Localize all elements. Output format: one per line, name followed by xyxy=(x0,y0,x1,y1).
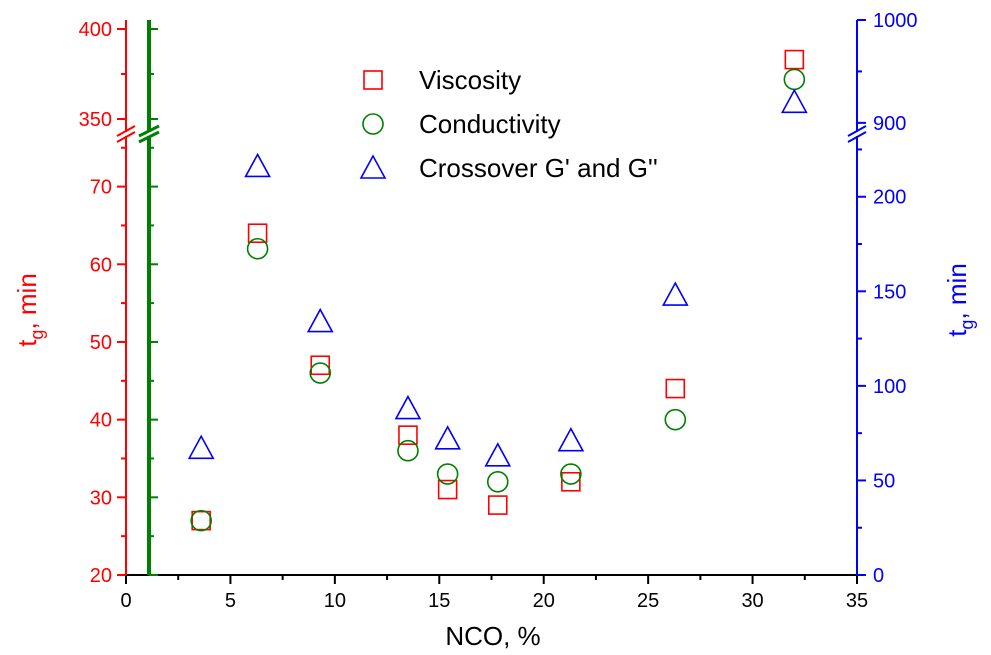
legend-circle-symbol xyxy=(362,113,384,135)
x-tick-label: 25 xyxy=(637,590,659,612)
legend-triangle-symbol xyxy=(359,154,387,179)
tick-labels: 0 5 10 15 20 25 30 35 20 30 40 50 60 70 350 400 0 50 100 15… xyxy=(79,10,918,612)
y-right-break-mark xyxy=(847,125,867,137)
y-left-title-main: t xyxy=(12,339,42,347)
circle-data-point xyxy=(397,439,419,462)
square-data-point xyxy=(398,425,418,445)
y-right-tick-label: 200 xyxy=(873,187,906,209)
circle-data-point xyxy=(246,237,269,260)
data-markers xyxy=(187,49,808,532)
y-right-tick-label: 150 xyxy=(873,281,906,303)
legend-label: Conductivity xyxy=(419,109,561,139)
y-left-tick-label: 400 xyxy=(79,19,112,41)
y-right-tick-label: 0 xyxy=(873,565,884,587)
tick-marks xyxy=(117,19,866,584)
x-tick-label: 10 xyxy=(324,590,346,612)
x-tick-label: 15 xyxy=(428,590,450,612)
y-right-title-tail: , min xyxy=(942,263,972,319)
circle-data-point xyxy=(664,408,687,431)
y-right-tick-label: 1000 xyxy=(873,10,918,32)
triangle-data-point xyxy=(484,442,512,467)
y-left-axis-title: tg, min xyxy=(12,273,47,347)
x-tick-label: 30 xyxy=(741,590,763,612)
y-left-break-mark xyxy=(116,131,136,143)
triangle-data-point xyxy=(661,281,689,306)
y-left-tick-label: 50 xyxy=(90,332,112,354)
axes xyxy=(116,20,867,576)
triangle-data-point xyxy=(434,425,461,450)
legend: Viscosity Conductivity Crossover G' and G'… xyxy=(359,65,658,183)
y-left-tick-label: 350 xyxy=(79,109,112,131)
square-data-point xyxy=(784,49,805,70)
circle-data-point xyxy=(783,68,806,91)
circle-data-point xyxy=(309,362,332,384)
square-data-point xyxy=(247,223,268,244)
y-left-tick-label: 40 xyxy=(90,410,112,432)
circle-data-point xyxy=(436,463,459,485)
x-axis-title: NCO, % xyxy=(445,621,540,651)
green-break-mark xyxy=(138,130,160,144)
y-right-tick-label: 100 xyxy=(873,376,906,398)
y-right-tick-label: 900 xyxy=(873,113,906,135)
y-left-break-mark xyxy=(116,125,136,137)
legend-label: Crossover G' and G'' xyxy=(419,153,658,183)
square-data-point xyxy=(665,378,686,399)
y-left-tick-label: 20 xyxy=(90,565,112,587)
x-tick-label: 20 xyxy=(533,590,555,612)
legend-square-symbol xyxy=(363,70,383,90)
square-data-point xyxy=(437,479,458,500)
y-left-tick-label: 70 xyxy=(90,177,112,199)
x-tick-label: 5 xyxy=(225,590,236,612)
triangle-data-point xyxy=(306,307,334,333)
y-left-tick-label: 60 xyxy=(90,254,112,276)
y-left-tick-label: 30 xyxy=(90,487,112,509)
circle-data-point xyxy=(190,509,212,532)
y-right-axis-title: tg, min xyxy=(942,263,977,337)
square-data-point xyxy=(561,471,581,492)
legend-label: Viscosity xyxy=(419,65,521,95)
square-data-point xyxy=(487,495,508,515)
y-left-title-sub: g xyxy=(27,330,47,340)
x-tick-label: 0 xyxy=(120,590,131,612)
circle-data-point xyxy=(560,463,582,485)
y-left-title-tail: , min xyxy=(12,273,42,329)
y-right-title-main: t xyxy=(942,329,972,337)
circle-data-point xyxy=(486,470,509,493)
y-right-tick-label: 50 xyxy=(873,470,895,492)
triangle-data-point xyxy=(187,434,215,460)
triangle-data-point xyxy=(557,427,585,452)
square-data-point xyxy=(310,355,331,376)
green-break-mark xyxy=(138,124,160,138)
triangle-data-point xyxy=(394,394,422,420)
y-right-break-mark xyxy=(847,131,867,143)
square-data-point xyxy=(191,510,211,531)
y-right-title-sub: g xyxy=(957,320,977,330)
x-tick-label: 35 xyxy=(846,590,868,612)
triangle-data-point xyxy=(780,88,808,114)
triangle-data-point xyxy=(244,152,271,178)
